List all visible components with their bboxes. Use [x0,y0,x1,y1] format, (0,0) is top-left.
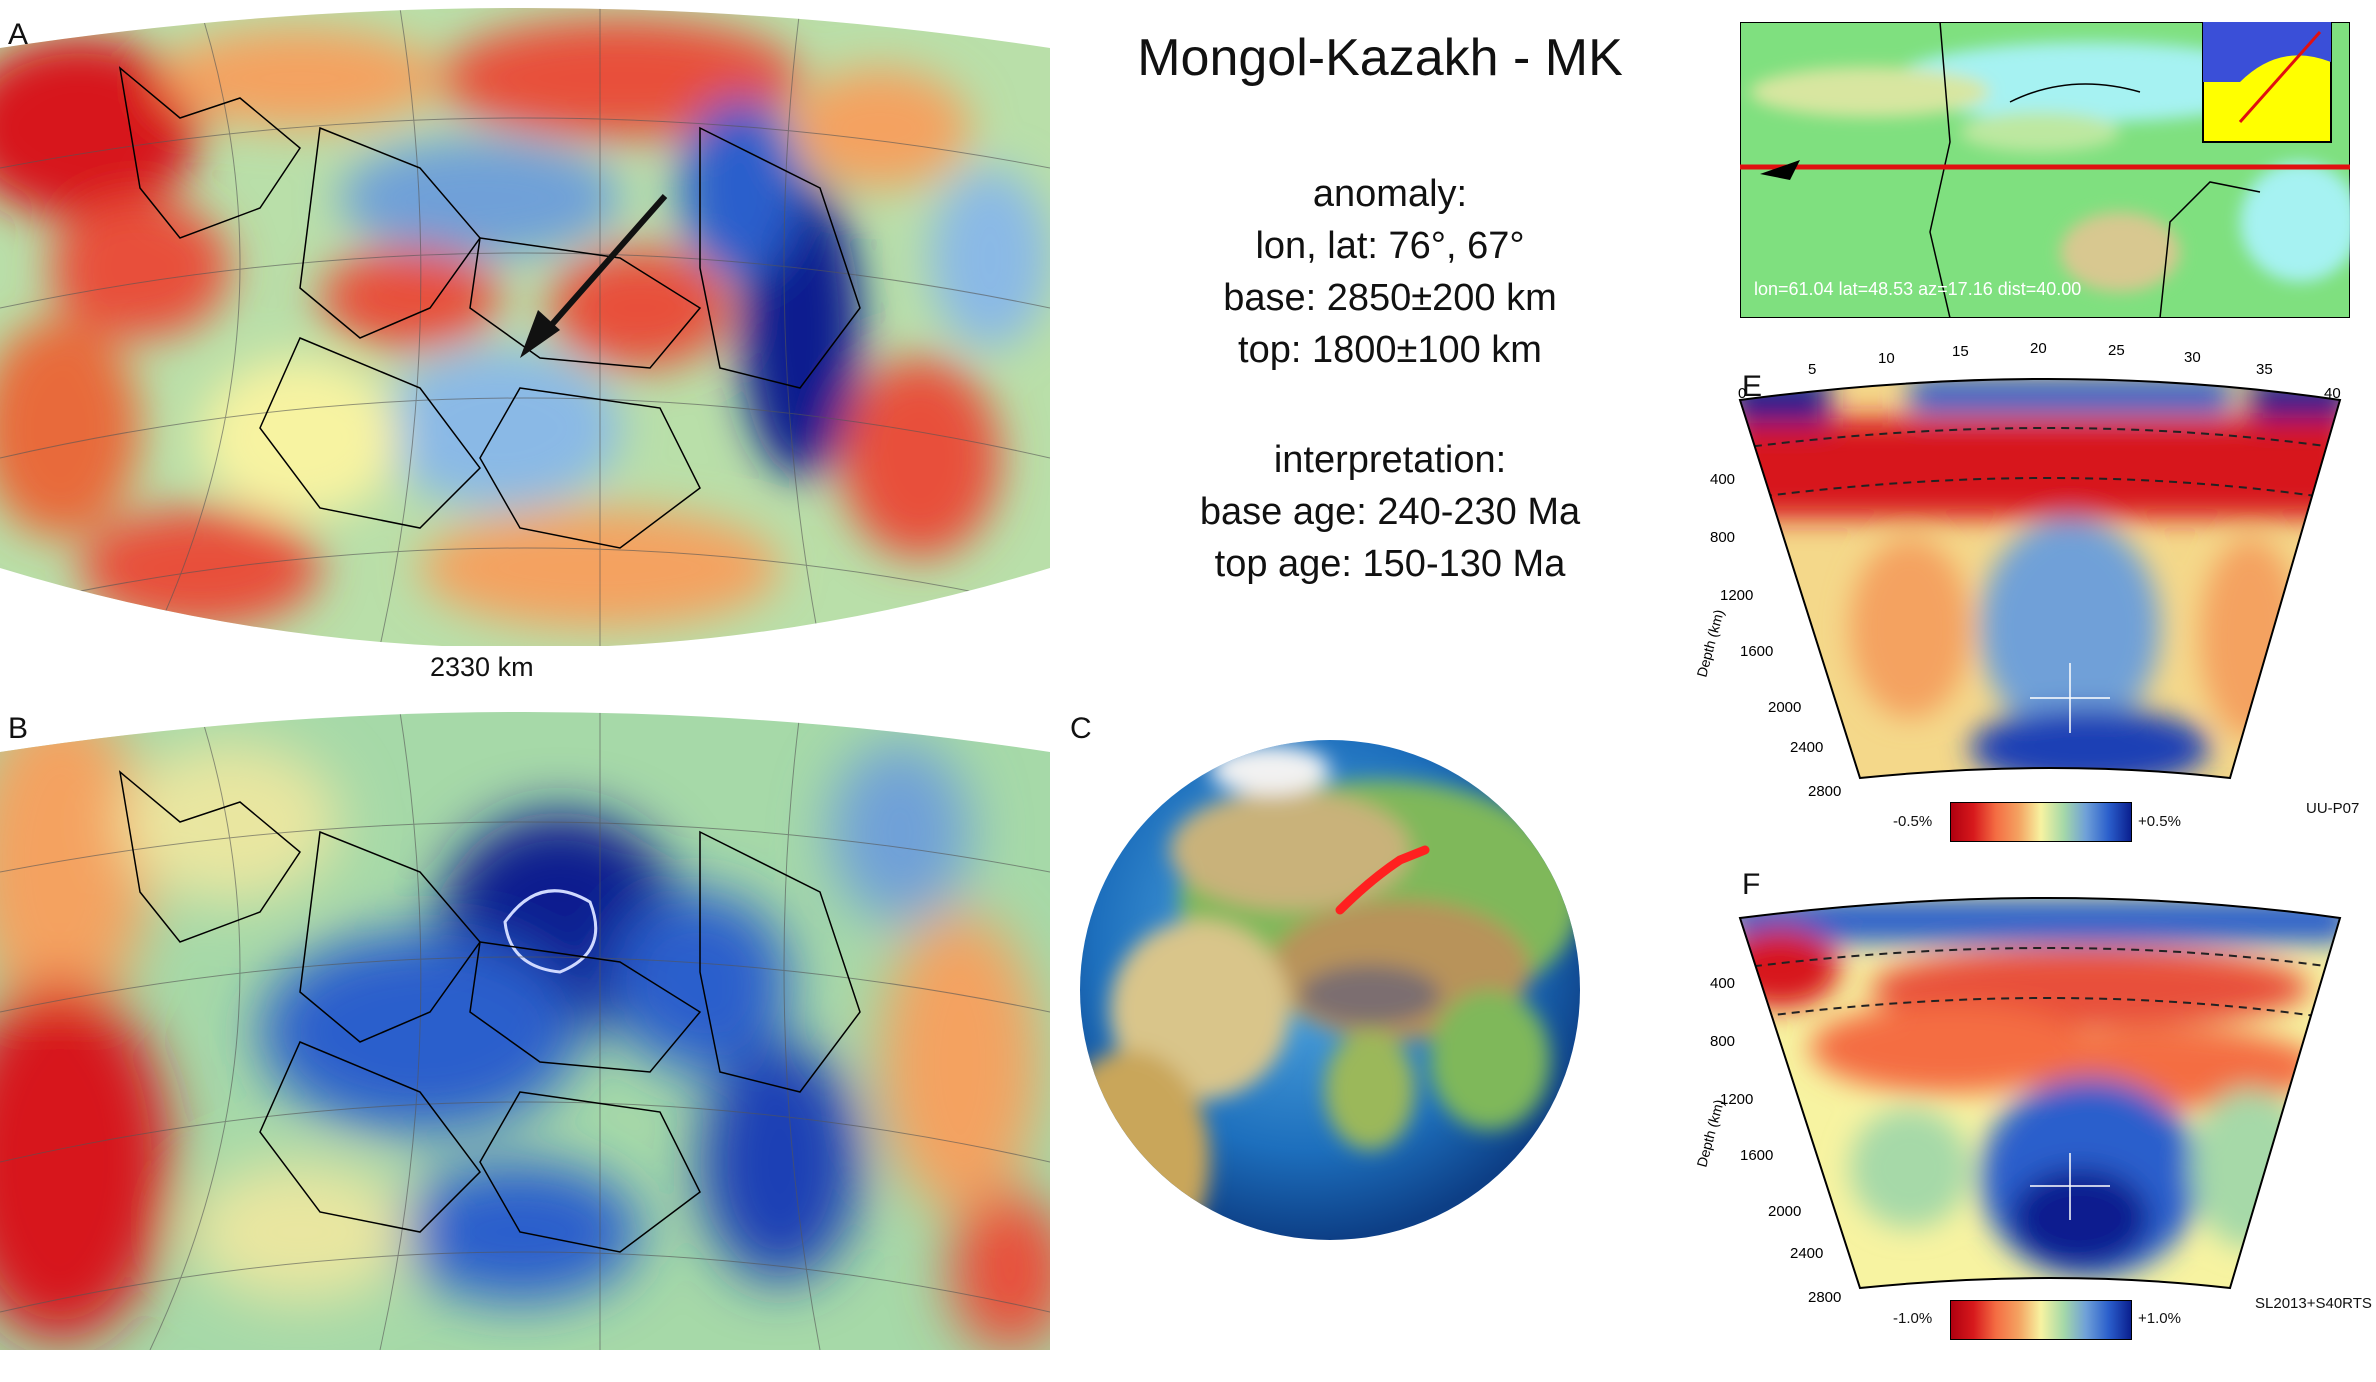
depth-tick-f-1600: 1600 [1740,1147,1773,1164]
panel-label-e: E [1742,370,1763,403]
anomaly-lonlat: lon, lat: 76°, 67° [1255,225,1525,267]
depth-tick-f-800: 800 [1710,1033,1735,1050]
depth-tick-2000: 2000 [1768,699,1801,716]
interpretation-heading: interpretation: [1273,439,1507,481]
scale-e-min: -0.5% [1893,813,1933,830]
interpretation-base-age: base age: 240-230 Ma [1199,491,1581,533]
interpretation-top-age: top age: 150-130 Ma [1214,543,1566,585]
panel-label-a: A [8,18,29,51]
globe-view [1080,740,1580,1240]
panel-label-c: C [1070,712,1092,745]
cross-section-e: 0 5 10 15 20 25 30 35 40 400 800 1200 16… [1693,340,2342,798]
depth-tick-f-2400: 2400 [1790,1245,1823,1262]
depth-tick-f-400: 400 [1710,975,1735,992]
profile-location-map: lon=61.04 lat=48.53 az=17.16 dist=40.00 [1740,22,2350,318]
arrow-head [520,310,560,358]
distance-tick-0: 0 [1738,385,1746,402]
cross-section-f: 400 800 1200 1600 2000 2400 2800 Depth (… [1693,897,2342,1306]
anomaly-arrow [537,194,668,340]
depth-tick-2800: 2800 [1808,783,1841,798]
distance-tick-10: 10 [1878,350,1895,367]
model-label-f: SL2013+S40RTS [2255,1295,2372,1312]
tomography-map-a [0,8,1050,646]
tomography-map-b [0,712,1050,1350]
map-depth-label: 2330 km [430,652,534,682]
depth-tick-1200: 1200 [1720,587,1753,604]
profile-start-arrow [1760,160,1800,180]
anomaly-heading: anomaly: [1312,173,1468,215]
depth-tick-800: 800 [1710,529,1735,546]
distance-tick-20: 20 [2030,340,2047,357]
scale-f-max: +1.0% [2138,1310,2181,1327]
distance-tick-30: 30 [2184,349,2201,366]
depth-axis-label-e: Depth (km) [1693,608,1726,679]
model-label-e: UU-P07 [2306,800,2360,817]
depth-tick-1600: 1600 [1740,643,1773,660]
anomaly-top: top: 1800±100 km [1238,329,1542,371]
distance-tick-40: 40 [2324,385,2341,402]
figure-title: Mongol-Kazakh - MK [1137,29,1623,87]
depth-tick-f-2000: 2000 [1768,1203,1801,1220]
distance-tick-15: 15 [1952,343,1969,360]
distance-tick-25: 25 [2108,342,2125,359]
scale-e-max: +0.5% [2138,813,2181,830]
profile-track [1335,845,1430,915]
scale-f-min: -1.0% [1893,1310,1933,1327]
depth-tick-400: 400 [1710,471,1735,488]
color-scale-f [1950,1300,2132,1340]
distance-tick-35: 35 [2256,361,2273,378]
depth-tick-2400: 2400 [1790,739,1823,756]
panel-label-f: F [1742,868,1761,901]
depth-tick-f-1200: 1200 [1720,1091,1753,1108]
profile-readout: lon=61.04 lat=48.53 az=17.16 dist=40.00 [1754,279,2081,299]
panel-label-b: B [8,712,29,745]
anomaly-base: base: 2850±200 km [1223,277,1557,319]
depth-axis-label-f: Depth (km) [1693,1098,1726,1169]
distance-tick-5: 5 [1808,361,1816,378]
color-scale-e [1950,802,2132,842]
depth-tick-f-2800: 2800 [1808,1289,1841,1306]
